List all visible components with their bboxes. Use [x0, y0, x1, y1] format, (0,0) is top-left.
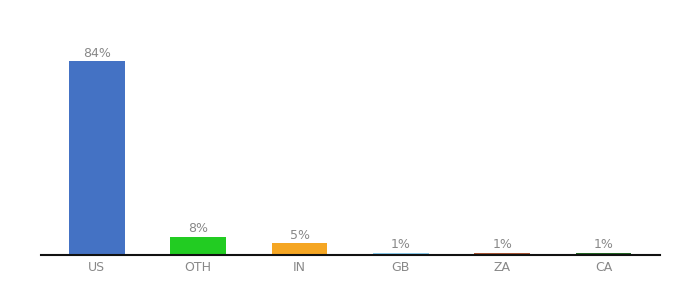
- Text: 1%: 1%: [391, 238, 411, 251]
- Bar: [271, 244, 327, 255]
- Text: 1%: 1%: [492, 238, 512, 251]
- Bar: [170, 237, 226, 255]
- Bar: [576, 253, 632, 255]
- Text: 84%: 84%: [83, 46, 111, 59]
- Text: 5%: 5%: [290, 229, 309, 242]
- Bar: [373, 253, 429, 255]
- Bar: [69, 61, 124, 255]
- Bar: [475, 253, 530, 255]
- Text: 8%: 8%: [188, 222, 208, 235]
- Text: 1%: 1%: [594, 238, 613, 251]
